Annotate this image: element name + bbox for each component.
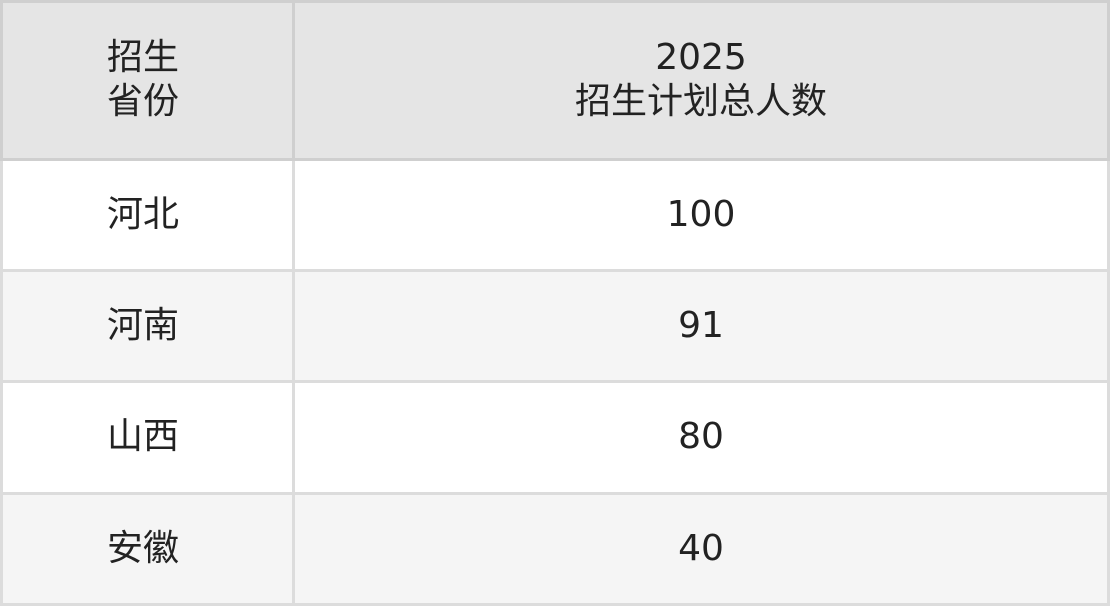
total-cell: 100 xyxy=(292,157,1110,272)
header-text: 招生 xyxy=(107,37,180,79)
header-text: 省份 xyxy=(107,81,180,123)
header-total: 2025 招生计划总人数 xyxy=(292,0,1110,161)
province-cell: 河南 xyxy=(0,268,295,384)
header-text: 2025 xyxy=(655,37,747,79)
header-province: 招生 省份 xyxy=(0,0,295,161)
province-cell: 河北 xyxy=(0,157,295,272)
table-row: 山西 80 xyxy=(0,380,1110,495)
total-cell: 80 xyxy=(292,380,1110,495)
total-cell: 91 xyxy=(292,268,1110,384)
table-row: 河北 100 xyxy=(0,157,1110,272)
province-cell: 山西 xyxy=(0,380,295,495)
province-cell: 安徽 xyxy=(0,491,295,606)
total-cell: 40 xyxy=(292,491,1110,606)
header-row: 招生 省份 2025 招生计划总人数 xyxy=(0,0,1110,161)
table-row: 河南 91 xyxy=(0,268,1110,384)
table-row: 安徽 40 xyxy=(0,491,1110,606)
header-text: 招生计划总人数 xyxy=(574,81,827,123)
